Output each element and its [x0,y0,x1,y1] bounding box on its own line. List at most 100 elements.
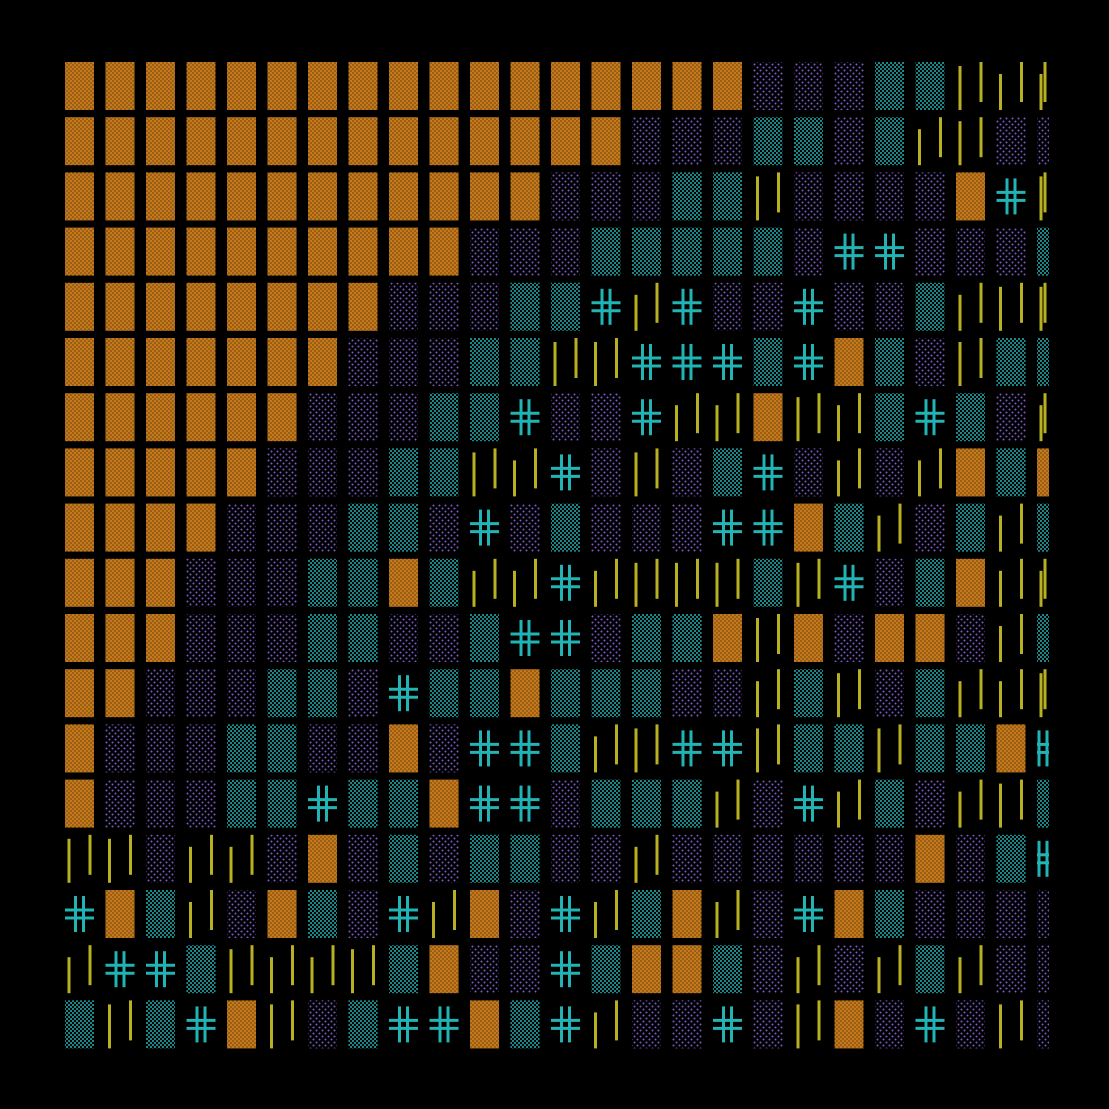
purple-tile [713,834,742,883]
orange-tile [105,282,135,331]
purple-tile [956,834,985,883]
cross-tile [510,730,540,767]
cyan-tile [672,779,702,828]
bar-tile [877,724,902,773]
orange-tile [389,724,418,773]
cyan-tile [1037,338,1049,386]
bar-tile [108,834,132,883]
purple-tile [227,503,256,552]
bar-tile [634,834,659,883]
bar-tile [756,172,780,221]
orange-tile [389,62,418,110]
purple-tile [956,890,985,938]
orange-tile [1037,448,1049,497]
orange-tile [186,282,216,331]
orange-tile [267,172,297,221]
cyan-tile [551,669,580,718]
orange-tile [308,282,337,331]
bar-tile [189,890,213,938]
purple-tile [672,669,702,718]
orange-tile [389,172,418,221]
cross-tile [470,785,499,822]
bar-tile [472,448,497,497]
orange-tile [227,282,256,331]
cyan-tile [348,779,378,828]
orange-tile [672,890,702,938]
orange-tile [713,614,742,662]
orange-tile [65,558,94,607]
cross-tile [713,509,742,546]
purple-tile [551,779,580,828]
purple-tile [834,172,864,221]
cross-tile [186,1006,216,1043]
cyan-tile [753,227,783,276]
orange-tile [429,945,459,994]
cyan-tile [551,503,580,552]
cyan-tile [146,1000,175,1049]
purple-tile [105,779,135,828]
cross-tile [429,1006,459,1043]
cyan-tile [672,227,702,276]
purple-tile [186,558,216,607]
cyan-tile [510,282,540,331]
orange-tile [308,338,337,386]
orange-tile [105,614,135,662]
cross-tile [794,344,823,380]
cross-tile [551,1006,580,1043]
bar-tile [513,448,537,497]
orange-tile [308,62,337,110]
orange-tile [794,614,823,662]
orange-tile [915,614,945,662]
cross-tile [389,675,418,712]
cyan-tile [875,117,904,166]
cross-tile [632,399,661,436]
orange-tile [65,779,94,828]
purple-tile [996,393,1026,442]
orange-tile [105,448,135,497]
cyan-tile [956,503,985,552]
purple-tile [591,614,621,662]
purple-tile [348,834,378,883]
cyan-tile [632,669,661,718]
cross-tile [389,1006,418,1043]
purple-tile [672,1000,702,1049]
cross-tile [996,178,1026,215]
purple-tile [915,503,945,552]
orange-tile [753,393,783,442]
cyan-tile [1037,614,1049,662]
purple-tile [875,834,904,883]
cross-tile [753,454,783,491]
purple-tile [956,227,985,276]
purple-tile [794,448,823,497]
purple-tile [672,117,702,166]
orange-tile [956,448,985,497]
cross-tile [834,564,864,601]
bar-tile [837,779,861,828]
orange-tile [429,227,459,276]
purple-tile [834,945,864,994]
bar-tile [1039,558,1047,607]
orange-tile [348,227,378,276]
purple-tile [429,338,459,386]
purple-tile [429,282,459,331]
orange-tile [65,724,94,773]
orange-tile [105,227,135,276]
orange-tile [956,558,985,607]
cyan-tile [915,945,945,994]
cyan-tile [510,338,540,386]
purple-tile [996,945,1026,994]
purple-tile [672,503,702,552]
orange-tile [227,172,256,221]
purple-tile [510,945,540,994]
purple-tile [753,779,783,828]
cyan-tile [348,558,378,607]
bar-tile [958,62,983,110]
bar-tile [310,945,335,994]
cyan-tile [510,1000,540,1049]
cyan-tile [267,669,297,718]
bar-tile [999,558,1023,607]
cross-tile [915,1006,945,1043]
